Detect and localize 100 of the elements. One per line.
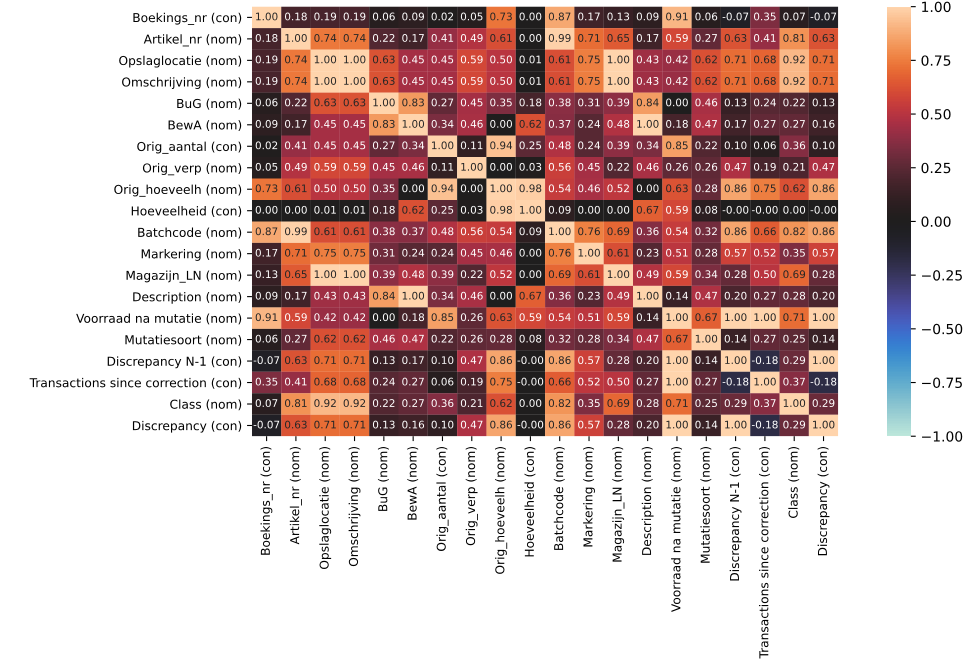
color-bar-label: −0.25: [922, 270, 962, 281]
data-label: 0.73: [256, 184, 278, 192]
data-label: 0.39: [607, 141, 630, 150]
data-label: 0.36: [548, 292, 571, 300]
data-label: 0.34: [636, 141, 659, 150]
data-label: 0.35: [256, 378, 278, 386]
data-label: 0.36: [432, 399, 454, 408]
data-label: 0.47: [724, 162, 746, 171]
data-label: 1.00: [637, 292, 659, 300]
data-label: 0.94: [490, 141, 512, 150]
data-label: 0.48: [548, 141, 571, 150]
data-label: 0.41: [285, 378, 307, 386]
data-label: 0.14: [812, 334, 835, 343]
data-label: 0.28: [724, 270, 746, 278]
data-label: 0.22: [695, 141, 717, 150]
data-label: 0.28: [695, 184, 718, 192]
data-label: 0.05: [460, 12, 482, 20]
data-label: 1.00: [813, 420, 834, 429]
data-label: 0.39: [607, 98, 630, 106]
data-label: 0.47: [460, 420, 482, 429]
y-tick-label: Orig_aantal (con): [137, 142, 242, 154]
data-label: 0.10: [432, 356, 454, 364]
data-label: 0.61: [548, 56, 570, 64]
data-label: 0.59: [519, 313, 542, 322]
x-tick-label: Magazijn_LN (nom): [612, 447, 624, 562]
data-label: 0.00: [402, 184, 424, 192]
data-label: 0.62: [344, 334, 366, 343]
data-label: 0.50: [314, 184, 336, 192]
data-label: 0.19: [344, 12, 366, 20]
data-label: 0.45: [432, 56, 454, 64]
data-label: 0.27: [402, 399, 424, 408]
data-label: 0.27: [636, 378, 658, 386]
data-label: 0.62: [695, 56, 717, 64]
x-tick-label: Class (nom): [788, 447, 800, 518]
data-label: 0.29: [783, 356, 806, 364]
data-label: 0.61: [285, 184, 307, 192]
x-tick-label: Opslaglocatie (nom): [319, 447, 332, 569]
data-label: 1.00: [754, 313, 776, 322]
data-label: 0.67: [666, 334, 688, 343]
data-label: 0.87: [548, 12, 570, 20]
data-label: 0.10: [724, 141, 746, 150]
data-label: 0.68: [314, 378, 336, 386]
data-label: 0.46: [490, 248, 512, 257]
data-label: 0.59: [314, 162, 336, 171]
data-label: 0.57: [578, 420, 600, 429]
data-label: 0.42: [666, 76, 688, 85]
data-label: 0.63: [285, 420, 307, 429]
data-label: 0.81: [285, 399, 307, 408]
y-tick-label: Magazijn_LN (nom): [126, 270, 242, 283]
color-bar-label: 1.00: [922, 2, 951, 12]
data-label: 0.57: [812, 248, 834, 257]
data-label: 0.19: [460, 378, 483, 386]
data-label: -0.07: [722, 12, 748, 20]
data-label: 0.11: [460, 141, 482, 150]
data-label: 0.09: [636, 12, 659, 20]
data-label: 0.17: [285, 292, 307, 300]
data-label: 0.41: [285, 141, 307, 150]
x-tick-label: Markering (nom): [583, 447, 595, 546]
data-label: 0.43: [314, 292, 336, 300]
data-label: 0.57: [724, 248, 746, 257]
data-label: 0.13: [256, 270, 278, 278]
data-label: 0.10: [432, 420, 454, 429]
data-label: 0.91: [666, 12, 688, 20]
data-label: 0.06: [754, 141, 776, 150]
data-label: 0.13: [724, 98, 746, 106]
data-label: 0.86: [548, 356, 571, 364]
data-label: 0.62: [783, 184, 805, 192]
data-label: 0.75: [490, 378, 512, 386]
data-label: 0.50: [490, 76, 512, 85]
data-label: 0.67: [695, 313, 717, 322]
data-label: 0.17: [578, 12, 600, 20]
data-label: 0.20: [636, 420, 659, 429]
data-label: 0.45: [578, 162, 600, 171]
data-label: 0.34: [607, 334, 630, 343]
y-tick-label: Mutatiesoort (nom): [125, 334, 242, 346]
data-label: -0.00: [722, 206, 748, 214]
data-label: 0.54: [548, 184, 571, 192]
data-label: 0.68: [754, 76, 776, 85]
y-tick-label: BewA (nom): [168, 120, 242, 132]
data-label: 0.75: [754, 184, 776, 192]
data-label: 0.00: [490, 292, 512, 300]
x-tick-label: Hoeveelheid (con): [524, 447, 536, 556]
color-bar-label: 0.00: [922, 216, 951, 227]
data-label: 0.38: [548, 98, 571, 106]
data-label: 0.71: [285, 248, 307, 257]
data-label: 0.06: [695, 12, 718, 20]
data-label: 0.39: [372, 270, 395, 278]
data-label: 0.41: [754, 34, 776, 42]
data-label: 0.16: [812, 120, 834, 128]
data-label: 0.06: [256, 334, 278, 343]
data-label: 0.63: [724, 34, 746, 42]
data-label: 0.94: [432, 184, 454, 192]
data-label: 1.00: [725, 313, 746, 322]
data-label: 1.00: [696, 334, 718, 343]
data-label: 0.00: [372, 313, 395, 322]
data-label: 0.86: [812, 227, 834, 236]
x-tick-label: Mutatiesoort (nom): [700, 447, 712, 563]
data-label: 0.14: [724, 334, 747, 343]
data-label: 0.14: [636, 313, 659, 322]
data-label: 0.34: [432, 292, 454, 300]
